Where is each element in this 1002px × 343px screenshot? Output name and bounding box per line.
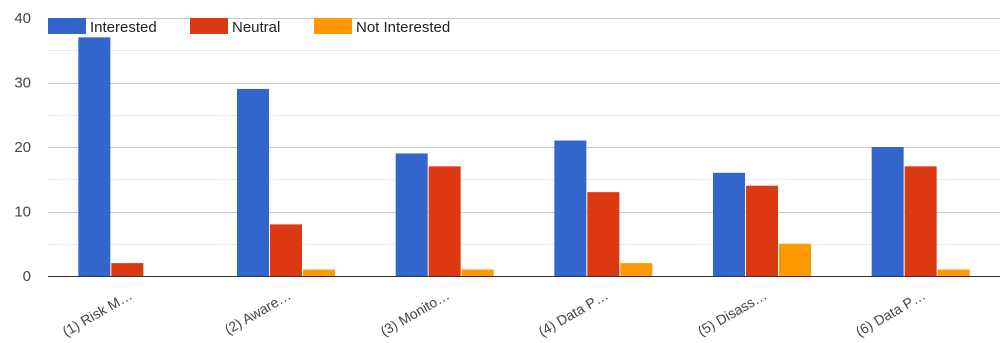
bar-neutral — [904, 166, 937, 276]
x-tick-label: (3) Monito… — [377, 287, 452, 339]
bar-not-interested — [303, 269, 335, 276]
bar-interested — [237, 88, 269, 276]
legend: Interested Neutral Not Interested — [48, 18, 450, 36]
bar-interested — [871, 147, 904, 276]
y-tick-label: 10 — [14, 204, 31, 221]
y-axis-tick-labels: 0 10 20 30 40 — [14, 10, 31, 285]
x-tick-label: (2) Aware… — [222, 287, 294, 338]
gridlines — [48, 18, 1000, 277]
y-tick-label: 40 — [14, 10, 31, 27]
bar-neutral — [746, 185, 778, 276]
bar-neutral — [587, 192, 620, 276]
bar-not-interested — [620, 263, 653, 276]
legend-swatch — [48, 18, 86, 34]
y-tick-label: 30 — [14, 75, 31, 92]
legend-label: Interested — [90, 19, 157, 36]
bar-neutral — [270, 224, 302, 276]
x-tick-label: (1) Risk M… — [59, 287, 134, 340]
bar-not-interested — [461, 269, 494, 276]
x-axis-tick-labels: (1) Risk M… (2) Aware… (3) Monito… (4) Data… — [59, 287, 928, 340]
x-tick-label: (4) Data P… — [535, 287, 610, 340]
bar-neutral — [428, 166, 461, 276]
bar-not-interested — [937, 269, 970, 276]
y-tick-label: 20 — [14, 139, 31, 156]
bar-neutral — [111, 263, 144, 276]
bar-interested — [713, 172, 745, 276]
bar-interested — [554, 140, 587, 276]
bar-not-interested — [779, 243, 811, 276]
legend-swatch — [190, 18, 228, 34]
bars — [78, 37, 970, 276]
legend-swatch — [314, 18, 352, 34]
x-tick-label: (5) Disass… — [695, 287, 770, 339]
y-tick-label: 0 — [23, 268, 31, 285]
x-tick-label: (6) Data P… — [853, 287, 928, 340]
legend-label: Not Interested — [356, 19, 450, 36]
bar-interested — [78, 37, 111, 276]
legend-label: Neutral — [232, 19, 280, 36]
bar-interested — [395, 153, 428, 276]
